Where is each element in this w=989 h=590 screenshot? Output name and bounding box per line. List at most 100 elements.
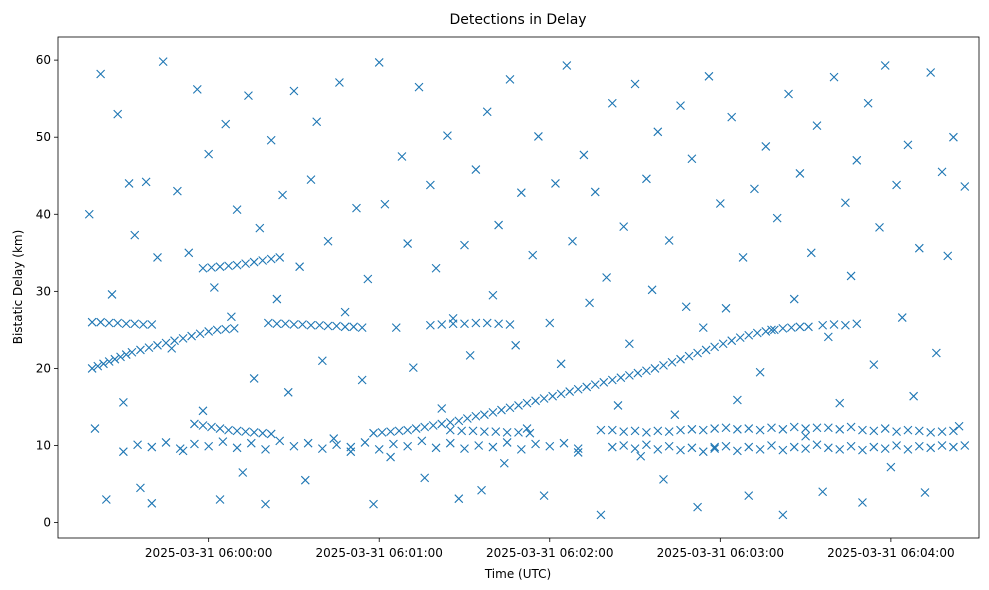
data-point xyxy=(460,444,469,453)
data-point xyxy=(136,345,145,355)
data-point xyxy=(420,422,430,432)
data-point xyxy=(531,396,540,406)
x-tick-label: 2025-03-31 06:03:00 xyxy=(657,546,784,560)
data-point xyxy=(920,488,930,497)
data-point xyxy=(949,426,958,436)
data-point xyxy=(323,321,333,331)
data-point xyxy=(616,373,626,383)
data-point xyxy=(897,313,907,322)
data-point xyxy=(403,425,413,435)
data-point xyxy=(312,117,322,127)
data-point xyxy=(545,441,555,451)
data-point xyxy=(630,79,640,89)
data-point xyxy=(215,262,225,272)
data-point xyxy=(579,150,589,160)
data-point xyxy=(289,320,299,329)
data-point xyxy=(104,318,114,328)
y-tick-label: 30 xyxy=(36,284,51,298)
data-point xyxy=(346,442,356,452)
data-point xyxy=(144,343,154,353)
data-point xyxy=(653,127,663,137)
data-point xyxy=(275,436,285,446)
data-point xyxy=(676,101,685,110)
data-point xyxy=(607,425,617,435)
data-point xyxy=(184,248,194,258)
y-tick-label: 40 xyxy=(36,207,51,221)
data-point xyxy=(642,174,651,184)
data-point xyxy=(755,367,765,377)
data-point xyxy=(539,491,549,500)
data-point xyxy=(107,290,117,299)
data-point xyxy=(272,319,282,329)
data-point xyxy=(835,424,845,434)
data-point xyxy=(121,319,131,329)
data-point xyxy=(93,361,103,371)
data-point xyxy=(431,263,441,273)
data-point xyxy=(275,253,285,262)
data-point xyxy=(721,303,731,313)
data-point xyxy=(488,407,498,417)
data-point xyxy=(619,427,629,437)
data-point xyxy=(949,442,958,452)
data-point xyxy=(684,351,694,361)
data-point xyxy=(744,424,754,433)
data-point xyxy=(178,333,188,343)
data-point xyxy=(534,132,543,141)
data-point xyxy=(551,179,560,188)
data-point xyxy=(789,294,799,304)
data-point xyxy=(804,322,813,332)
data-point xyxy=(96,69,106,79)
data-point xyxy=(178,446,188,456)
data-point xyxy=(136,483,145,493)
data-point xyxy=(858,425,867,435)
data-point xyxy=(84,209,94,219)
data-point xyxy=(460,319,469,329)
data-point xyxy=(332,321,341,331)
data-point xyxy=(266,429,276,439)
data-point xyxy=(960,182,970,191)
data-point xyxy=(812,423,822,433)
data-point xyxy=(147,498,157,508)
data-point xyxy=(295,262,305,272)
data-point xyxy=(380,199,390,209)
data-point xyxy=(642,428,651,437)
data-point xyxy=(494,319,503,329)
data-point xyxy=(431,443,441,453)
data-point xyxy=(880,424,890,433)
data-point xyxy=(633,368,643,378)
data-point xyxy=(596,425,606,435)
data-point xyxy=(858,445,867,455)
data-point xyxy=(653,444,663,454)
data-point xyxy=(659,475,668,484)
data-point xyxy=(727,336,737,346)
data-point xyxy=(795,169,805,178)
data-point xyxy=(428,421,438,430)
data-point xyxy=(687,443,697,453)
data-point xyxy=(278,190,287,200)
data-point xyxy=(516,188,526,198)
data-point xyxy=(232,426,242,436)
data-point xyxy=(806,248,816,258)
data-point xyxy=(727,112,737,122)
data-point xyxy=(377,428,387,437)
data-point xyxy=(676,354,685,364)
data-point xyxy=(386,452,395,462)
data-point xyxy=(926,428,936,437)
data-point xyxy=(198,421,208,430)
data-point xyxy=(272,294,282,304)
data-point xyxy=(846,271,856,281)
data-point xyxy=(258,256,268,265)
data-point xyxy=(249,428,259,437)
data-point xyxy=(480,427,489,437)
data-point xyxy=(488,442,498,452)
data-point xyxy=(761,142,771,151)
data-point xyxy=(735,333,745,342)
data-point xyxy=(778,323,788,333)
data-point xyxy=(317,444,327,453)
data-point xyxy=(926,443,936,453)
data-point xyxy=(926,68,936,77)
data-point xyxy=(835,444,845,454)
data-point xyxy=(204,327,214,336)
data-point xyxy=(789,422,799,432)
data-point xyxy=(462,414,472,423)
